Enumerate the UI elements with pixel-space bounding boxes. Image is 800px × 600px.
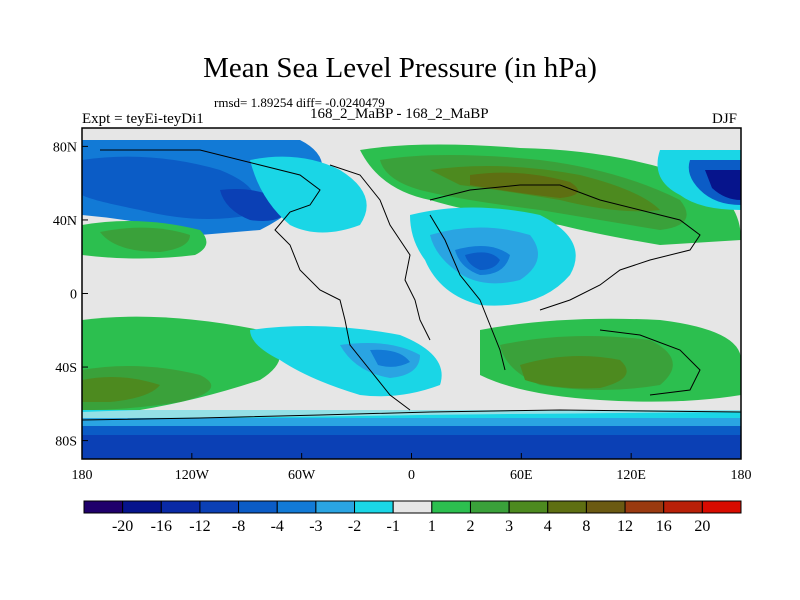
x-tick-label: 120E: [616, 468, 646, 483]
experiment-label: Expt = teyEi-teyDi1: [82, 111, 204, 127]
colorbar-label: 12: [617, 518, 633, 535]
case-label: 168_2_MaBP - 168_2_MaBP: [310, 106, 489, 122]
colorbar-box: [701, 500, 742, 514]
colorbar-label: 2: [466, 518, 474, 535]
colorbar-label: -2: [348, 518, 361, 535]
colorbar-box: [122, 500, 162, 514]
south-atlantic-low-outer: [250, 326, 442, 397]
y-tick-label: 80N: [53, 140, 77, 155]
australia-coast: [599, 329, 701, 396]
colorbar-box: [431, 500, 471, 514]
x-tick-label: 0: [408, 468, 415, 483]
colorbar-box: [83, 500, 124, 514]
x-tick-label: 60W: [288, 468, 316, 483]
antarctica-coast: [82, 409, 741, 421]
colorbar-label: 16: [656, 518, 672, 535]
colorbar-box: [354, 500, 394, 514]
colorbar-label: -8: [232, 518, 245, 535]
colorbar-label: 20: [694, 518, 710, 535]
colorbar-box: [315, 500, 356, 514]
west-pacific-high-mid: [100, 227, 190, 252]
colorbar-box: [624, 500, 665, 514]
season-label: DJF: [712, 111, 738, 127]
y-axis: 80N 40N 0 40S 80S: [53, 140, 88, 450]
antarctic-gap: [82, 405, 741, 418]
africa-coast: [429, 214, 506, 371]
x-axis: 180 120W 60W 0 60E 120E 180: [72, 453, 752, 483]
south-pacific-high-core: [82, 376, 160, 402]
y-tick-label: 0: [70, 288, 77, 303]
colorbar-label: 4: [544, 518, 552, 535]
northeast-low-core: [705, 170, 741, 200]
colorbar: -20 -16 -12 -8 -4 -3 -2 -1 1 2 3 4 8 12 16 20: [83, 500, 742, 535]
y-tick-label: 40N: [53, 214, 77, 229]
colorbar-label: -12: [189, 518, 210, 535]
x-tick-label: 180: [72, 468, 93, 483]
colorbar-label: -3: [309, 518, 322, 535]
colorbar-label: -1: [387, 518, 400, 535]
y-tick-label: 80S: [55, 435, 77, 450]
colorbar-label: 8: [582, 518, 590, 535]
colorbar-label: -20: [112, 518, 133, 535]
north-pacific-low-inner: [82, 156, 256, 219]
colorbar-box: [547, 500, 587, 514]
colorbar-box: [663, 500, 703, 514]
colorbar-box: [392, 500, 433, 514]
africa-low-core: [465, 252, 500, 270]
colorbar-box: [585, 500, 626, 514]
americas-west-coast: [100, 149, 411, 411]
indian-high-core: [520, 356, 627, 389]
colorbar-box: [238, 500, 278, 514]
colorbar-label: 3: [505, 518, 513, 535]
field-layer: [82, 128, 741, 459]
colorbar-box: [160, 500, 201, 514]
x-tick-label: 180: [731, 468, 752, 483]
colorbar-label: -4: [271, 518, 284, 535]
colorbar-label: 1: [428, 518, 436, 535]
south-atlantic-low-core: [370, 349, 410, 367]
coastlines: [82, 149, 741, 421]
x-tick-label: 60E: [510, 468, 533, 483]
colorbar-box: [508, 500, 549, 514]
americas-east-coast: [329, 164, 431, 341]
north-atlantic-low-outer: [250, 156, 367, 233]
chart-title: Mean Sea Level Pressure (in hPa): [203, 52, 597, 84]
colorbar-box: [199, 500, 240, 514]
stats-label: rmsd= 1.89254 diff= -0.0240479: [214, 95, 385, 110]
colorbar-box: [276, 500, 317, 514]
y-tick-label: 40S: [55, 361, 77, 376]
colorbar-label: -16: [151, 518, 172, 535]
x-tick-label: 120W: [175, 468, 210, 483]
colorbar-box: [469, 500, 510, 514]
eurasia-coast: [429, 184, 701, 311]
